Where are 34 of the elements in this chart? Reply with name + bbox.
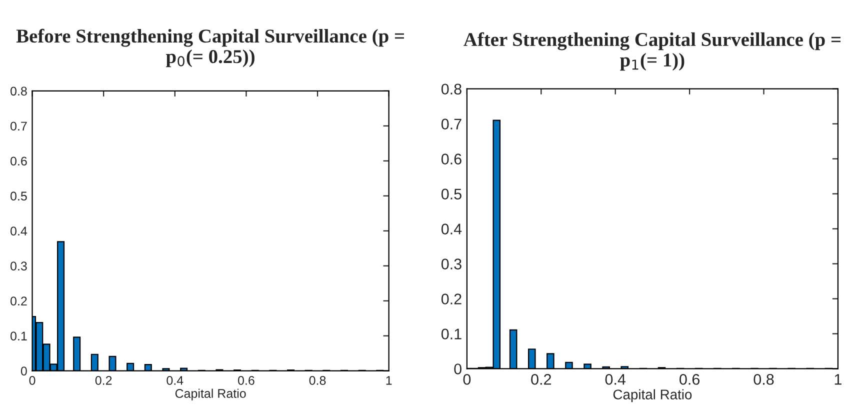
x-tick-label: 0.4 bbox=[605, 374, 626, 385]
x-tick-label: 1 bbox=[386, 376, 392, 385]
y-tick-label: 0.5 bbox=[441, 188, 462, 200]
x-tick-label: 0.6 bbox=[680, 374, 700, 385]
x-tick-label: 0.8 bbox=[754, 374, 774, 385]
x-axis-title: Capital Ratio bbox=[175, 388, 246, 400]
y-tick-label: 0.4 bbox=[441, 224, 462, 234]
y-tick-label: 0.4 bbox=[10, 226, 28, 236]
y-tick-label: 0.1 bbox=[441, 328, 462, 340]
y-tick-label: 0.2 bbox=[10, 296, 27, 306]
x-tick-label: 0 bbox=[29, 376, 36, 385]
x-tick-label: 0 bbox=[463, 374, 471, 385]
y-tick-label: 0.3 bbox=[10, 262, 27, 271]
y-tick-label: 0 bbox=[20, 366, 27, 376]
y-tick-label: 0.8 bbox=[10, 86, 27, 96]
x-tick-label: 0.2 bbox=[95, 376, 112, 385]
y-tick-label: 0.1 bbox=[10, 332, 27, 340]
y-tick-label: 0.5 bbox=[10, 192, 27, 201]
y-tick-label: 0.7 bbox=[441, 118, 462, 130]
y-tick-label: 0 bbox=[454, 364, 462, 374]
y-tick-label: 0.7 bbox=[10, 122, 27, 131]
y-tick-label: 0.3 bbox=[441, 258, 462, 270]
x-tick-label: 0.2 bbox=[531, 374, 552, 385]
x-tick-label: 0.6 bbox=[238, 376, 254, 385]
x-tick-label: 1 bbox=[834, 374, 842, 385]
x-tick-label: 0.4 bbox=[166, 376, 184, 385]
x-tick-label: 0.8 bbox=[309, 376, 326, 385]
chart-title: Before Strengthening Capital Surveillance (p = p$_{0}$(= 0.25)) bbox=[16, 28, 404, 68]
y-tick-label: 0.2 bbox=[441, 294, 462, 304]
y-tick-label: 0.8 bbox=[441, 84, 462, 95]
y-tick-label: 0.6 bbox=[441, 154, 462, 164]
chart-title: After Strengthening Capital Surveillance (p = p$_{1}$(= 1)) bbox=[464, 32, 840, 71]
y-tick-label: 0.6 bbox=[10, 156, 27, 166]
x-axis-title: Capital Ratio bbox=[613, 389, 692, 402]
